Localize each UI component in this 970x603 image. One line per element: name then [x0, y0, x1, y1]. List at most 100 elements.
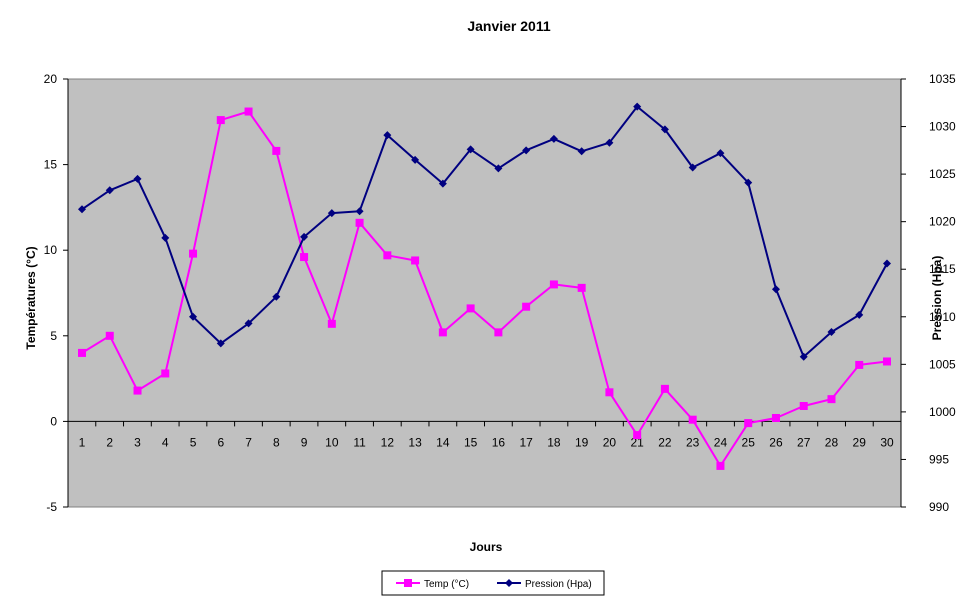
plot-area — [67, 78, 902, 508]
right-tick-label: 990 — [929, 500, 949, 514]
x-tick-label: 22 — [658, 435, 672, 449]
right-tick-label: 995 — [929, 452, 949, 466]
x-tick-label: 6 — [217, 435, 224, 449]
pressure-point — [105, 186, 114, 195]
pressure-point — [577, 147, 586, 156]
x-tick-label: 5 — [190, 435, 197, 449]
chart-title: Janvier 2011 — [467, 18, 551, 34]
pressure-point — [355, 207, 364, 216]
pressure-point — [216, 339, 225, 348]
left-tick-label: 15 — [44, 158, 58, 172]
pressure-point — [189, 312, 198, 321]
temp-point — [78, 348, 86, 357]
pressure-point — [744, 178, 753, 187]
pressure-point — [78, 205, 86, 214]
right-tick-label: 1005 — [929, 357, 956, 371]
pressure-series-line — [81, 105, 888, 358]
x-tick-label: 1 — [79, 435, 86, 449]
right-tick-label: 1010 — [929, 310, 956, 324]
pressure-point — [383, 131, 392, 140]
temp-point — [855, 360, 864, 369]
x-tick-label: 23 — [686, 435, 700, 449]
temp-point — [327, 319, 336, 328]
x-tick-label: 7 — [245, 435, 252, 449]
temp-point — [161, 369, 170, 378]
x-axis-title: Jours — [470, 540, 503, 554]
pressure-point — [133, 174, 142, 183]
temp-point — [189, 249, 198, 258]
y2-axis-title: Pression (Hpa) — [930, 256, 944, 341]
temp-point — [688, 415, 697, 424]
legend-temp-marker — [404, 579, 412, 587]
pressure-point — [411, 155, 420, 164]
left-y-axis: -5 0 5 10 15 20 — [44, 72, 69, 514]
x-tick-label: 30 — [880, 435, 894, 449]
temp-point — [272, 146, 281, 155]
pressure-point — [883, 259, 891, 268]
x-tick-label: 8 — [273, 435, 280, 449]
temp-point — [522, 302, 531, 311]
right-tick-label: 1015 — [929, 262, 956, 276]
legend-pressure-label: Pression (Hpa) — [525, 579, 592, 590]
x-tick-label: 4 — [162, 435, 169, 449]
x-tick-label: 13 — [408, 435, 422, 449]
pressure-point — [605, 138, 614, 147]
x-tick-label: 27 — [797, 435, 811, 449]
left-tick-label: 10 — [44, 243, 58, 257]
pressure-point — [549, 134, 558, 143]
temp-point — [244, 107, 253, 116]
pressure-point — [438, 179, 447, 188]
temp-point — [660, 384, 669, 393]
pressure-point — [771, 285, 780, 294]
pressure-point — [799, 352, 808, 361]
x-tick-label: 2 — [106, 435, 113, 449]
pressure-point — [244, 319, 253, 328]
temp-point — [744, 419, 753, 428]
pressure-point — [272, 292, 281, 301]
pressure-point — [633, 102, 642, 111]
pressure-point — [522, 146, 531, 155]
x-tick-label: 15 — [464, 435, 478, 449]
left-tick-label: 0 — [50, 414, 57, 428]
x-tick-label: 10 — [325, 435, 339, 449]
temp-point — [355, 218, 364, 227]
temp-point — [466, 304, 475, 313]
left-tick-label: -5 — [46, 500, 57, 514]
x-tick-label: 14 — [436, 435, 450, 449]
temp-point — [133, 386, 142, 395]
x-tick-label: 12 — [381, 435, 395, 449]
x-tick-label: 25 — [742, 435, 756, 449]
temp-point — [216, 116, 225, 125]
temp-point — [633, 431, 642, 440]
x-tick-label: 29 — [853, 435, 867, 449]
pressure-point — [716, 149, 725, 158]
right-tick-label: 1035 — [929, 72, 956, 86]
temp-point — [771, 413, 780, 422]
x-tick-label: 28 — [825, 435, 839, 449]
temp-point — [105, 331, 114, 340]
temp-point — [605, 388, 614, 397]
legend-temp-label: Temp (°C) — [424, 579, 469, 590]
pressure-point — [494, 164, 503, 173]
x-tick-label: 26 — [769, 435, 783, 449]
temp-point — [799, 401, 808, 410]
x-tick-label: 20 — [603, 435, 617, 449]
temp-point — [300, 253, 309, 262]
pressure-point — [688, 163, 697, 172]
right-y-axis: 990 995 1000 1005 1010 1015 1020 1025 1030 1035 — [900, 72, 956, 514]
pressure-point — [300, 232, 309, 241]
temp-point — [577, 283, 586, 292]
series-layer — [78, 102, 891, 470]
temp-point — [494, 328, 503, 337]
legend-pressure-marker — [505, 579, 513, 587]
x-tick-label: 18 — [547, 435, 561, 449]
temp-point — [827, 395, 836, 404]
left-tick-label: 20 — [44, 72, 58, 86]
legend: Temp (°C) Pression (Hpa) — [381, 570, 605, 596]
right-tick-label: 1000 — [929, 405, 956, 419]
pressure-point — [660, 125, 669, 134]
right-tick-label: 1030 — [929, 120, 956, 134]
pressure-point — [466, 145, 475, 154]
x-tick-label: 16 — [492, 435, 506, 449]
